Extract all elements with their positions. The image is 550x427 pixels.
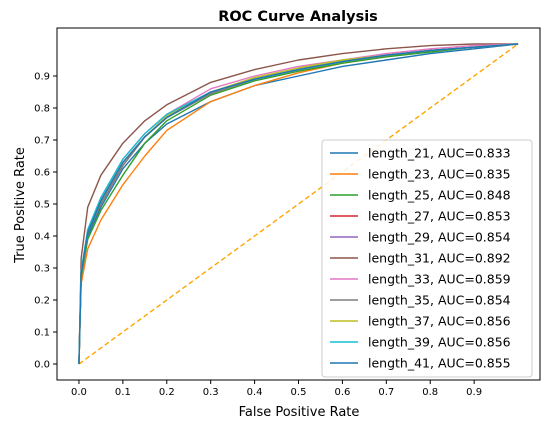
legend-label: length_37, AUC=0.856	[368, 314, 511, 329]
legend: length_21, AUC=0.833 length_23, AUC=0.835…	[321, 139, 533, 378]
roc-line-series-3	[78, 43, 519, 365]
x-tick-label: 0.5	[291, 387, 307, 398]
y-tick-label: 0.2	[34, 296, 50, 307]
y-tick-label: 0.4	[34, 232, 50, 243]
y-tick-label: 0.1	[34, 328, 50, 339]
legend-label: length_27, AUC=0.853	[368, 209, 511, 224]
legend-label: length_39, AUC=0.856	[368, 335, 511, 350]
x-tick-label: 0.4	[247, 387, 263, 398]
legend-label: length_29, AUC=0.854	[368, 230, 511, 245]
x-tick-label: 0.3	[203, 387, 219, 398]
x-tick-label: 0.0	[71, 387, 87, 398]
roc-line-series-11	[78, 43, 519, 365]
y-tick-label: 0.0	[34, 360, 50, 371]
chart-title: ROC Curve Analysis	[218, 9, 378, 25]
y-tick-label: 0.7	[34, 136, 50, 147]
legend-label: length_35, AUC=0.854	[368, 293, 511, 308]
x-tick-label: 0.6	[334, 387, 350, 398]
legend-label: length_31, AUC=0.892	[368, 251, 511, 266]
y-tick-label: 0.8	[34, 104, 50, 115]
x-tick-label: 0.8	[422, 387, 438, 398]
y-tick-label: 0.5	[34, 200, 50, 211]
legend-label: length_21, AUC=0.833	[368, 146, 511, 161]
y-tick-label: 0.6	[34, 168, 50, 179]
legend-label: length_41, AUC=0.855	[368, 356, 511, 371]
diagonal-reference-line	[78, 43, 519, 365]
x-tick-label: 0.1	[115, 387, 131, 398]
roc-line-series-6	[78, 43, 519, 365]
y-tick-label: 0.9	[34, 72, 50, 83]
legend-label: length_23, AUC=0.835	[368, 167, 511, 182]
legend-box	[321, 139, 533, 378]
y-tick-label: 0.3	[34, 264, 50, 275]
y-axis-label: True Positive Rate	[13, 147, 28, 264]
x-tick-label: 0.9	[466, 387, 482, 398]
legend-label: length_33, AUC=0.859	[368, 272, 511, 287]
legend-label: length_25, AUC=0.848	[368, 188, 511, 203]
x-axis-label: False Positive Rate	[239, 405, 360, 420]
x-tick-label: 0.2	[159, 387, 175, 398]
x-tick-label: 0.7	[378, 387, 394, 398]
